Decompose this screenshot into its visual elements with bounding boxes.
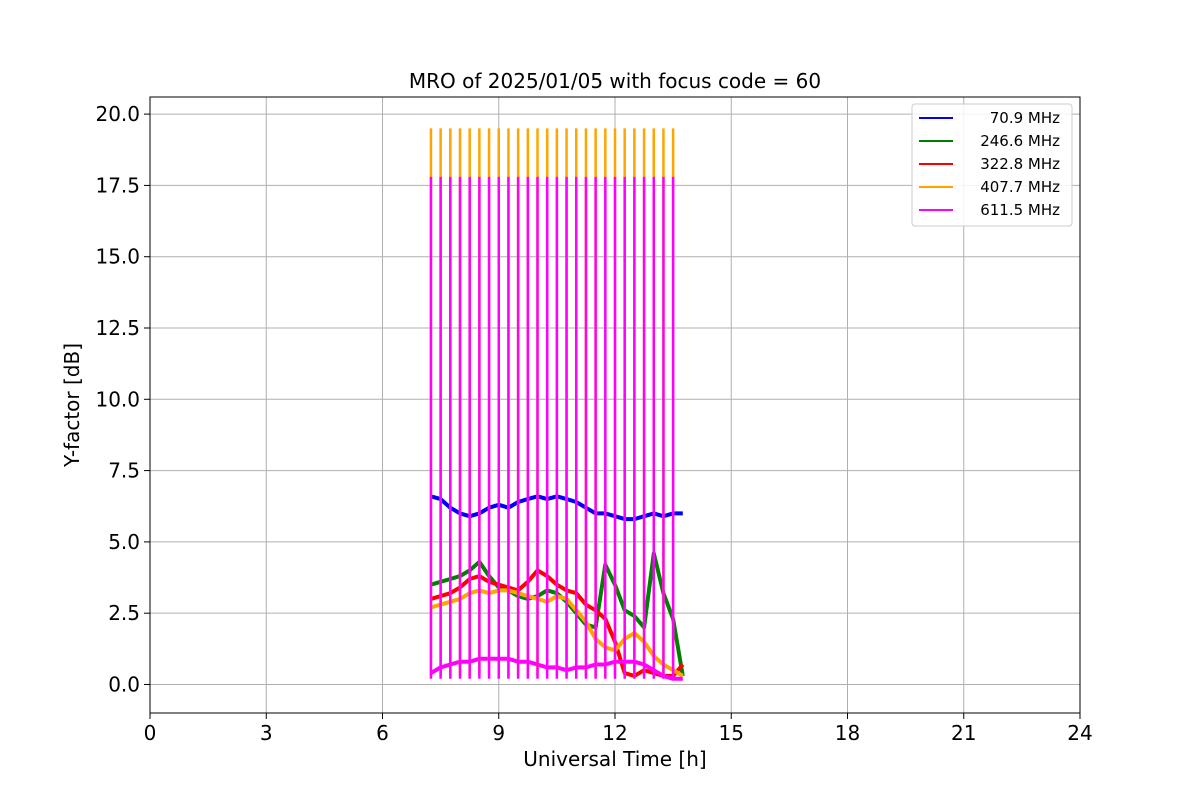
legend-label-2: 322.8 MHz [980, 155, 1060, 173]
x-tick-label: 15 [719, 721, 744, 745]
x-tick-label: 12 [602, 721, 627, 745]
x-tick-label: 0 [144, 721, 157, 745]
legend-label-3: 407.7 MHz [980, 178, 1060, 196]
x-axis-label: Universal Time [h] [523, 747, 706, 771]
y-tick-label: 15.0 [95, 245, 140, 269]
y-tick-label: 2.5 [108, 601, 140, 625]
x-tick-label: 18 [835, 721, 860, 745]
chart-title: MRO of 2025/01/05 with focus code = 60 [409, 69, 821, 93]
x-tick-label: 3 [260, 721, 273, 745]
y-tick-label: 20.0 [95, 102, 140, 126]
y-tick-label: 7.5 [108, 459, 140, 483]
y-tick-label: 0.0 [108, 672, 140, 696]
legend-box [911, 103, 1073, 227]
x-tick-label: 6 [376, 721, 389, 745]
plot-area [429, 128, 685, 681]
x-tick-label: 9 [492, 721, 505, 745]
x-tick-label: 21 [951, 721, 976, 745]
y-tick-label: 12.5 [95, 316, 140, 340]
legend-label-0: 70.9 MHz [990, 109, 1060, 127]
x-tick-label: 24 [1067, 721, 1092, 745]
legend-label-1: 246.6 MHz [980, 132, 1060, 150]
y-axis: 0.0 2.5 5.0 7.5 10.0 12.5 15.0 17.5 20.0 [95, 102, 150, 696]
legend: 70.9 MHz 246.6 MHz 322.8 MHz 407.7 MHz 611.5… [911, 103, 1073, 227]
legend-label-4: 611.5 MHz [980, 201, 1060, 219]
y-axis-label: Y-factor [dB] [60, 343, 84, 468]
y-tick-label: 10.0 [95, 387, 140, 411]
x-axis: 0 3 6 9 12 15 18 21 24 [144, 713, 1093, 745]
y-tick-label: 5.0 [108, 530, 140, 554]
y-tick-label: 17.5 [95, 173, 140, 197]
